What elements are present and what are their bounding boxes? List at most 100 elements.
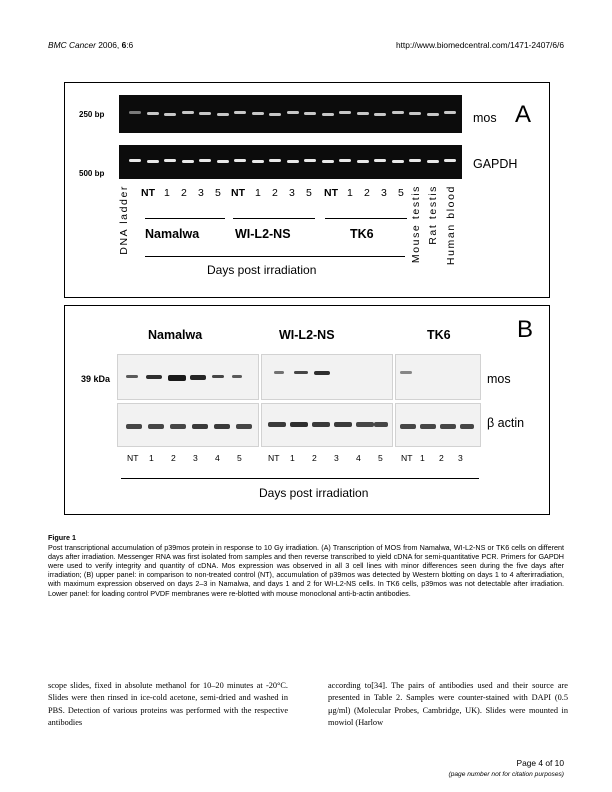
blot-band <box>168 375 186 381</box>
blot-band <box>146 375 162 379</box>
blot-band <box>126 375 138 378</box>
blot-band <box>236 424 252 429</box>
gel-lane-label: 2 <box>181 187 187 199</box>
gel-lane-label: 1 <box>347 187 353 199</box>
gel-band <box>216 113 229 116</box>
gel-lane-label: NT <box>324 187 338 199</box>
article-url[interactable]: http://www.biomedcentral.com/1471-2407/6… <box>395 40 564 50</box>
gel-lane-label: 2 <box>364 187 370 199</box>
namalwa-blot-title: Namalwa <box>148 328 203 342</box>
blot-band <box>400 424 416 429</box>
figure-caption-title: Figure 1 <box>48 533 76 542</box>
gel-band <box>181 111 194 114</box>
blot-lane-label: 2 <box>171 453 176 463</box>
blot-lane-label: 4 <box>215 453 220 463</box>
wil2-mos-blot <box>261 354 393 400</box>
actin-blot-row-label: β actin <box>487 416 525 430</box>
gel-band <box>356 112 369 115</box>
blot-band <box>400 371 412 374</box>
blot-lane-label: 3 <box>193 453 198 463</box>
wil2-group-label: WI-L2-NS <box>235 227 291 241</box>
gel-band <box>391 111 404 114</box>
blot-lane-label: NT <box>268 453 280 463</box>
wil2-blot-title: WI-L2-NS <box>279 328 335 342</box>
blot-lane-label: 2 <box>439 453 444 463</box>
namalwa-actin-blot <box>117 403 259 447</box>
namalwa-group-line <box>145 218 225 220</box>
gel-band <box>199 112 211 115</box>
gapdh-pcr-gel <box>119 145 462 179</box>
wil2-actin-blot <box>261 403 393 447</box>
gel-band <box>251 112 264 115</box>
gel-band <box>251 160 264 163</box>
tk6-mos-blot <box>395 354 481 400</box>
gel-band <box>216 160 229 163</box>
39kda-marker-label: 39 kDa <box>81 374 111 384</box>
human-blood-label: Human blood <box>445 185 457 266</box>
gel-lane-label: NT <box>141 187 155 199</box>
gel-band <box>444 159 456 162</box>
blot-lane-label: 4 <box>356 453 361 463</box>
blot-band <box>312 422 330 427</box>
page-number: Page 4 of 10 <box>516 758 565 768</box>
mos-pcr-gel <box>119 95 462 133</box>
panel-a-letter: A <box>515 101 532 128</box>
rat-testis-label: Rat testis <box>427 185 439 245</box>
blot-band <box>268 422 286 427</box>
blot-lane-label: 5 <box>237 453 242 463</box>
gel-band <box>426 113 439 116</box>
gapdh-row-label: GAPDH <box>473 157 518 171</box>
gel-band <box>269 159 281 162</box>
blot-lane-label: 3 <box>458 453 463 463</box>
body-text-right-column: according to[34]. The pairs of antibodie… <box>328 681 568 727</box>
namalwa-mos-blot <box>117 354 259 400</box>
gel-band <box>164 159 176 162</box>
gel-band <box>339 159 351 162</box>
blot-lane-label: 3 <box>334 453 339 463</box>
marker-500bp-label: 500 bp <box>79 169 105 178</box>
gel-band <box>304 159 316 162</box>
blot-band <box>440 424 456 429</box>
gel-lane-label: 3 <box>198 187 204 199</box>
blot-lane-label: 5 <box>378 453 383 463</box>
gel-band <box>146 160 159 163</box>
blot-lane-label: 1 <box>420 453 425 463</box>
mos-row-label: mos <box>473 111 497 125</box>
blot-band <box>148 424 164 429</box>
gel-band <box>199 159 211 162</box>
gel-band <box>391 160 404 163</box>
gel-band <box>164 113 176 116</box>
days-axis-label-a: Days post irradiation <box>207 263 317 277</box>
gel-band <box>269 113 281 116</box>
journal-name: BMC Cancer <box>48 40 96 50</box>
tk6-actin-blot <box>395 403 481 447</box>
gel-band <box>286 111 299 114</box>
journal-volume: 6 <box>121 40 127 50</box>
gel-band <box>129 159 141 162</box>
gel-band <box>146 112 159 115</box>
gel-band <box>409 112 421 115</box>
blot-band <box>334 422 352 427</box>
body-text-left-column: scope slides, fixed in absolute methanol… <box>48 681 288 727</box>
days-axis-label-b: Days post irradiation <box>259 486 369 500</box>
gel-lane-label: NT <box>231 187 245 199</box>
wil2-group-line <box>233 218 315 220</box>
gel-lane-label: 3 <box>289 187 295 199</box>
gel-band <box>304 112 316 115</box>
blot-lane-label: 2 <box>312 453 317 463</box>
gel-lane-label: 1 <box>164 187 170 199</box>
gel-lane-label: 5 <box>306 187 312 199</box>
figure-caption-text: Post transcriptional accumulation of p39… <box>48 543 564 598</box>
journal-year: 2006, <box>98 40 120 50</box>
blot-band <box>356 422 374 427</box>
mouse-testis-label: Mouse testis <box>410 185 422 264</box>
tk6-group-label: TK6 <box>350 227 374 241</box>
blot-band <box>460 424 474 429</box>
figure-panel-b: Namalwa WI-L2-NS TK6 B 39 kDa mos β acti… <box>64 305 550 515</box>
blot-lane-label: NT <box>401 453 413 463</box>
days-axis-line-a <box>145 256 405 258</box>
gel-band <box>409 159 421 162</box>
blot-band <box>294 371 308 374</box>
gel-band <box>181 160 194 163</box>
dna-ladder-label: DNA ladder <box>118 185 130 255</box>
